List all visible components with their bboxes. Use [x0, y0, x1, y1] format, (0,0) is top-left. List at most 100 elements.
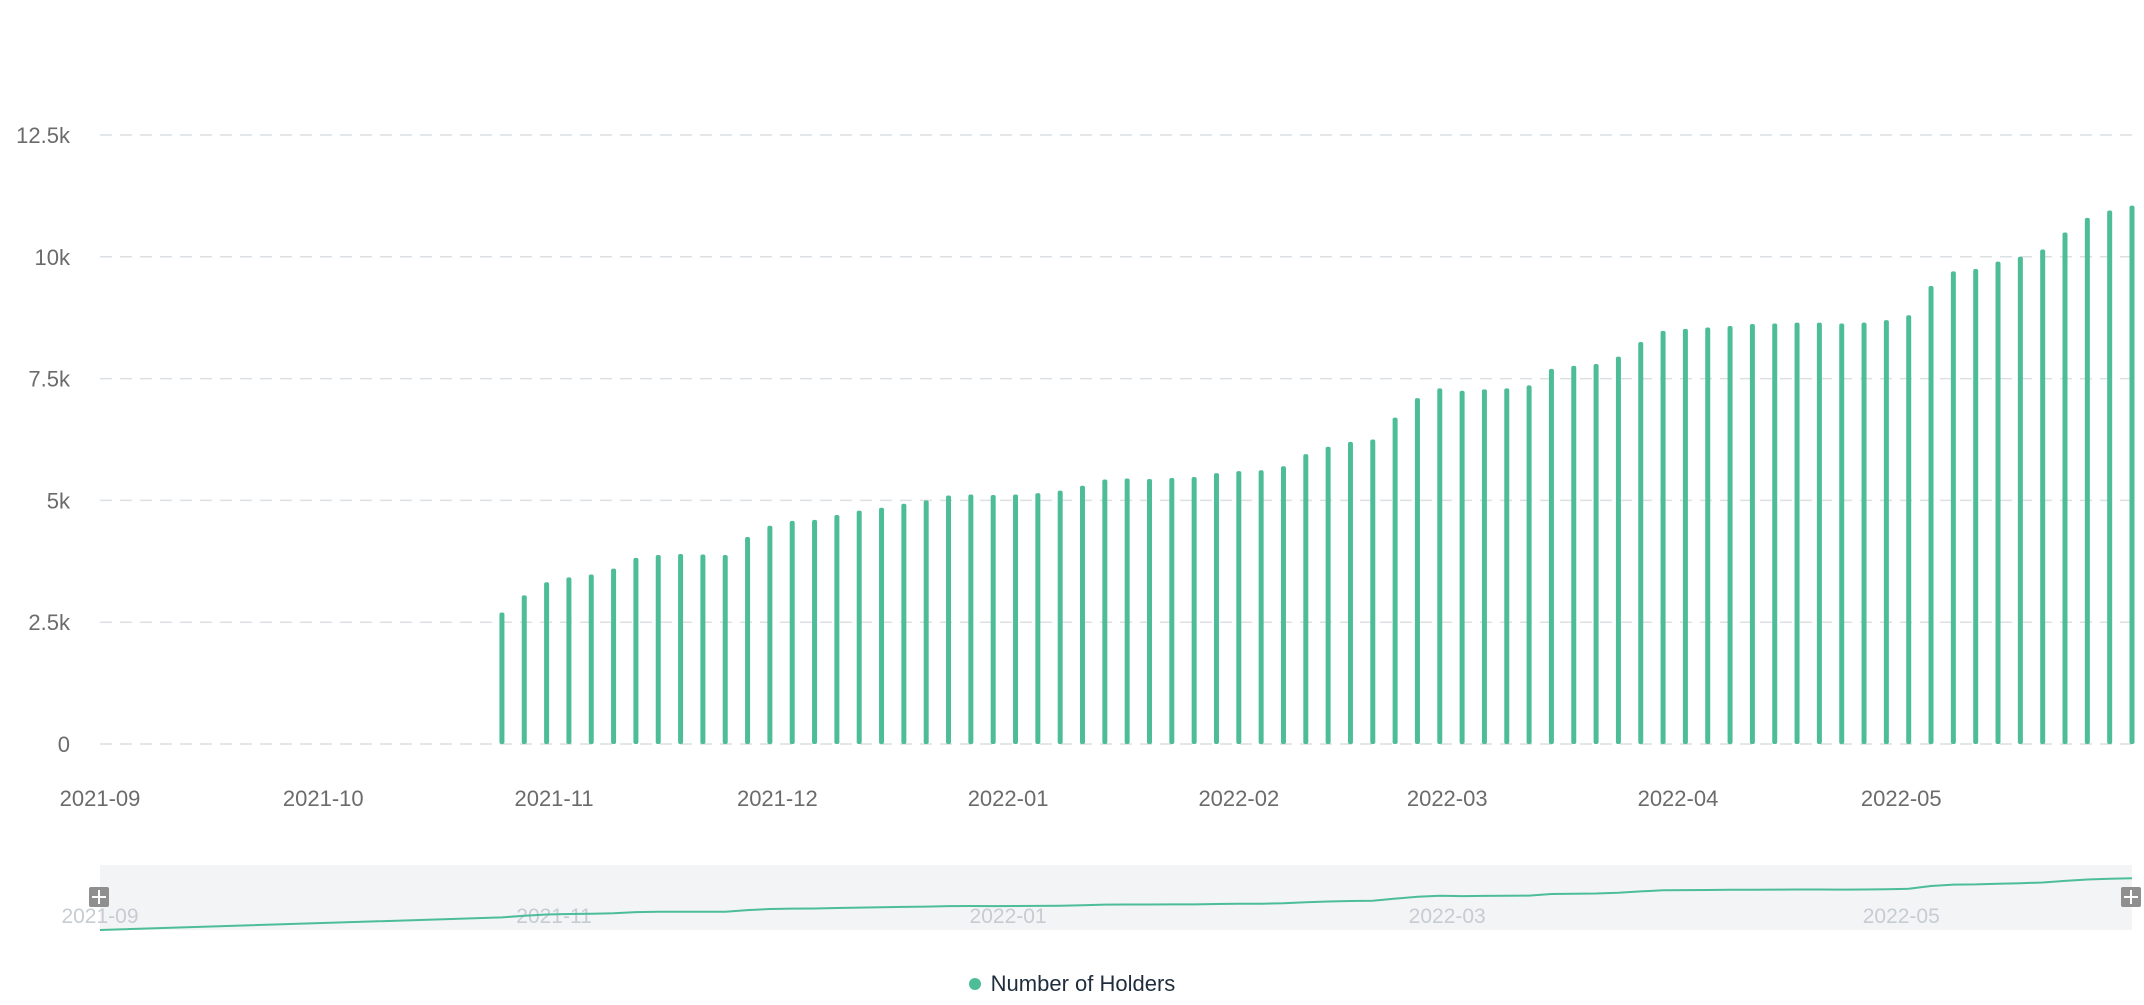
bar — [1571, 365, 1577, 744]
bar — [2084, 217, 2090, 745]
bar — [1258, 470, 1264, 744]
bar — [990, 495, 996, 744]
bar — [879, 507, 885, 744]
bar — [655, 554, 661, 744]
bar — [1080, 485, 1086, 744]
navigator-right-handle-icon[interactable] — [2121, 887, 2141, 907]
bar — [1280, 466, 1286, 744]
bar — [1102, 479, 1108, 744]
bar — [1303, 454, 1309, 744]
x-tick-label: 2022-02 — [1198, 786, 1279, 811]
bar — [1995, 261, 2001, 744]
bar — [2107, 210, 2113, 745]
legend: Number of Holders — [0, 970, 2144, 997]
bar — [1414, 398, 1420, 744]
bar — [1370, 439, 1376, 744]
bar — [633, 557, 639, 744]
y-tick-label: 2.5k — [28, 610, 71, 635]
bar — [2129, 205, 2135, 745]
bar — [1705, 327, 1711, 744]
bar — [1928, 286, 1934, 744]
bar — [1169, 477, 1175, 744]
navigator-x-label: 2021-11 — [516, 905, 592, 928]
bar — [544, 582, 550, 744]
y-tick-label: 0 — [58, 732, 70, 757]
bar — [1682, 328, 1688, 744]
bar — [834, 515, 840, 744]
bar — [1950, 271, 1956, 744]
bar — [722, 554, 728, 744]
bar — [1638, 342, 1644, 744]
bar — [1839, 323, 1845, 744]
bar — [1526, 385, 1532, 744]
bar — [1660, 330, 1666, 744]
bar — [1794, 322, 1800, 744]
bar — [1191, 477, 1197, 744]
navigator-series-line — [99, 877, 2133, 931]
bar — [968, 494, 974, 744]
navigator-left-handle-icon[interactable] — [89, 887, 109, 907]
y-tick-label: 12.5k — [16, 123, 71, 148]
bar — [588, 574, 594, 744]
bar — [1459, 390, 1465, 744]
bar — [1481, 389, 1487, 744]
x-tick-label: 2022-05 — [1861, 786, 1942, 811]
navigator-x-label: 2022-03 — [1409, 905, 1486, 928]
bar — [2062, 232, 2068, 744]
bar — [767, 525, 773, 744]
bar — [923, 500, 929, 744]
bar — [1013, 494, 1019, 744]
x-tick-label: 2022-04 — [1638, 786, 1719, 811]
bar — [1749, 324, 1755, 744]
bar — [566, 577, 572, 744]
bar — [611, 568, 617, 744]
bar — [1236, 471, 1242, 744]
bar — [1772, 323, 1778, 744]
y-tick-label: 10k — [35, 245, 71, 270]
x-tick-label: 2021-12 — [737, 786, 818, 811]
bar — [499, 612, 505, 744]
bar — [1437, 388, 1443, 744]
bar — [1124, 478, 1130, 744]
x-tick-label: 2022-03 — [1407, 786, 1488, 811]
bar — [1906, 315, 1912, 744]
bar — [1548, 368, 1554, 744]
bar — [1973, 268, 1979, 744]
bar — [1392, 417, 1398, 744]
bar — [700, 554, 706, 744]
bar — [1146, 478, 1152, 744]
bar — [1883, 320, 1889, 744]
bar — [856, 510, 862, 744]
bar — [1057, 490, 1063, 744]
bar — [1213, 473, 1219, 744]
legend-marker-icon — [968, 978, 981, 990]
navigator-x-label: 2022-01 — [970, 905, 1047, 928]
y-tick-label: 7.5k — [28, 367, 71, 392]
bar — [901, 503, 907, 744]
bar — [1615, 356, 1621, 744]
bar — [1347, 441, 1353, 744]
navigator-x-label: 2022-05 — [1863, 905, 1940, 928]
bar — [1504, 388, 1510, 744]
bar — [678, 553, 684, 744]
x-tick-label: 2022-01 — [968, 786, 1049, 811]
bar — [745, 536, 751, 744]
bar — [1727, 325, 1733, 744]
bar — [789, 520, 795, 744]
legend-label: Number of Holders — [990, 971, 1176, 996]
bar — [1861, 322, 1867, 744]
legend-item-number-of-holders[interactable]: Number of Holders — [968, 971, 1176, 997]
x-tick-label: 2021-10 — [283, 786, 364, 811]
bar — [1035, 493, 1041, 744]
x-tick-label: 2021-11 — [514, 786, 593, 811]
bar — [1325, 446, 1331, 744]
bar — [946, 495, 952, 744]
navigator-x-label: 2021-09 — [61, 905, 138, 928]
bar — [1593, 363, 1599, 744]
bar — [521, 595, 527, 744]
bar — [2040, 249, 2046, 744]
y-tick-label: 5k — [47, 488, 71, 513]
bar — [1816, 322, 1822, 744]
